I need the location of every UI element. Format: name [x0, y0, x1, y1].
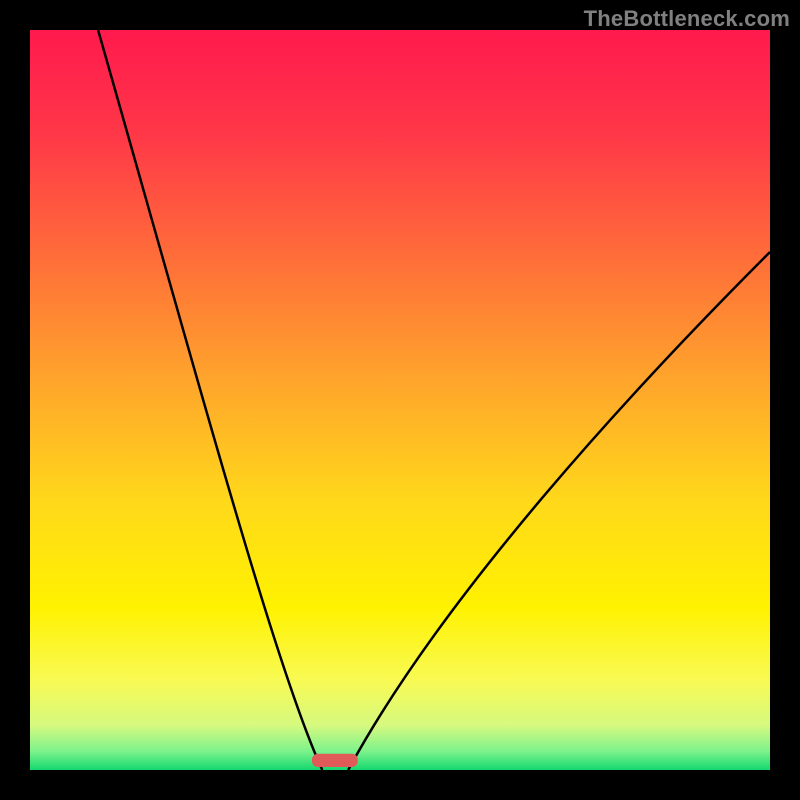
watermark-text: TheBottleneck.com	[584, 6, 790, 32]
gradient-background	[30, 30, 770, 770]
bottleneck-curve-chart	[0, 0, 800, 800]
plot-area	[30, 30, 770, 770]
vertex-indicator-bar	[312, 754, 358, 767]
chart-stage: TheBottleneck.com	[0, 0, 800, 800]
